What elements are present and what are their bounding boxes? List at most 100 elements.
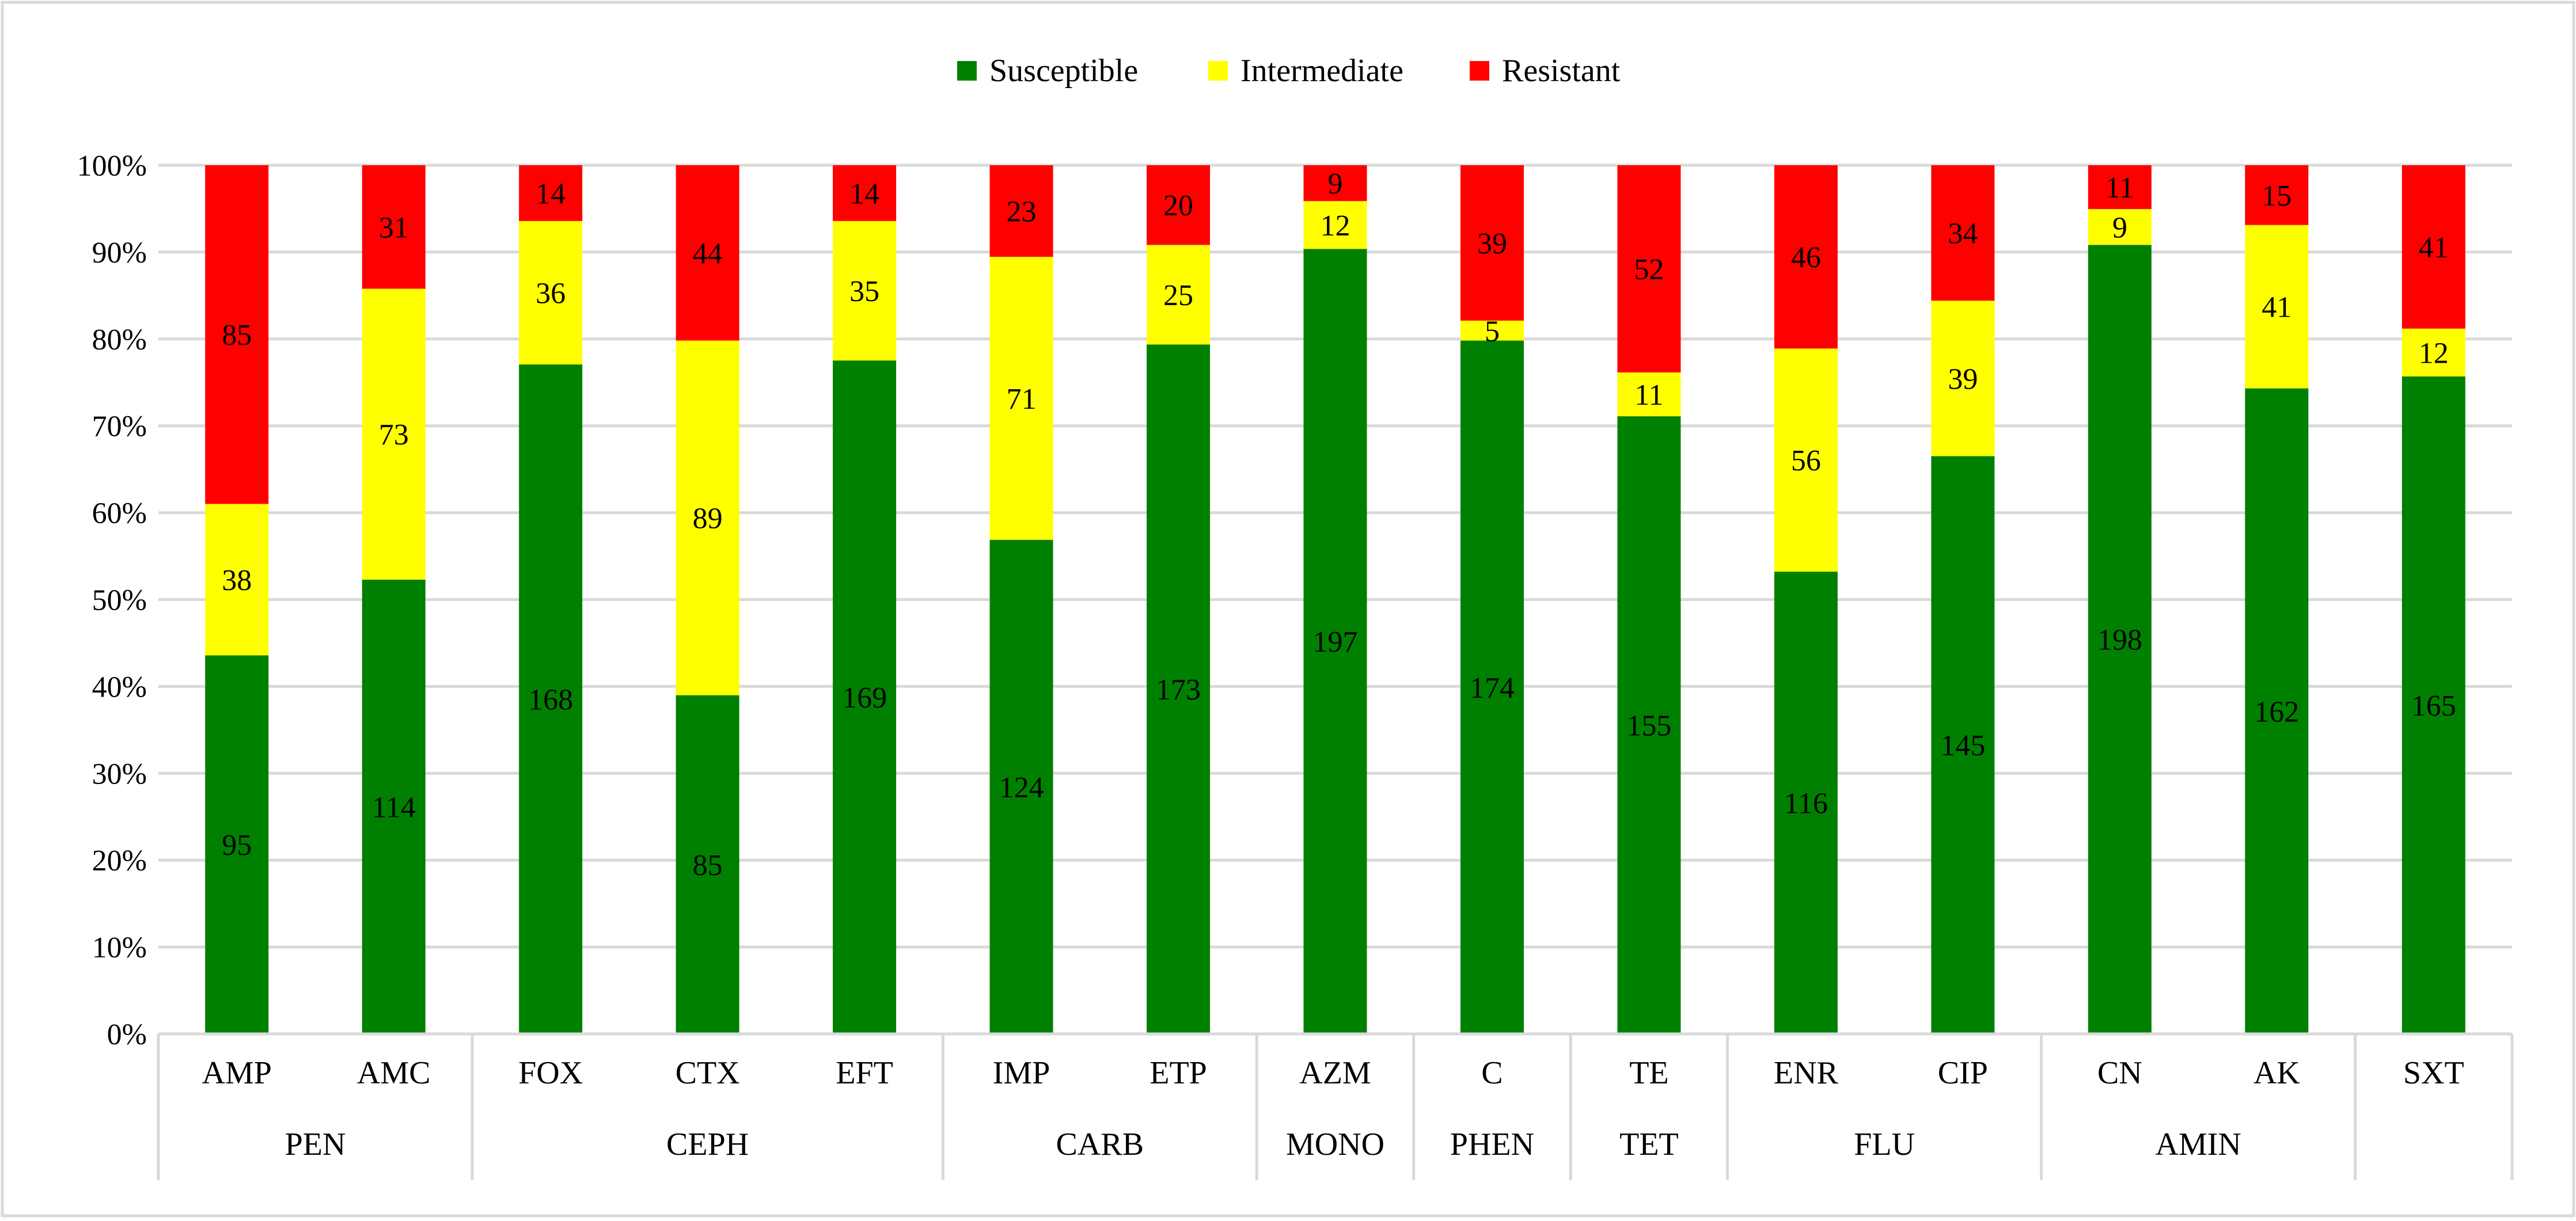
x-group-label: PEN: [285, 1127, 346, 1162]
data-label: 197: [1313, 626, 1358, 659]
data-label: 20: [1163, 189, 1193, 222]
bar-segment-intermediate: [362, 288, 426, 580]
bar-segment-susceptible: [205, 655, 269, 1034]
data-label: 41: [2419, 231, 2449, 264]
bar-segment-resistant: [1460, 165, 1524, 321]
bar-segment-intermediate: [2088, 209, 2152, 245]
data-label: 52: [1634, 253, 1664, 286]
data-label: 31: [379, 211, 409, 244]
bar-segment-susceptible: [1617, 416, 1681, 1034]
data-label: 124: [999, 771, 1044, 804]
y-tick-label: 100%: [77, 150, 147, 182]
bar-segment-intermediate: [1147, 245, 1211, 345]
y-tick-label: 60%: [92, 497, 147, 530]
bar-segment-resistant: [1617, 165, 1681, 372]
bar-segment-intermediate: [2245, 225, 2309, 389]
data-label: 38: [222, 564, 252, 597]
data-label: 14: [536, 177, 566, 210]
bar-segment-resistant: [989, 165, 1053, 257]
data-label: 85: [222, 319, 252, 352]
bar-segment-susceptible: [1303, 249, 1367, 1034]
data-label: 9: [2112, 211, 2127, 244]
data-label: 12: [1321, 210, 1350, 242]
data-label: 36: [536, 277, 566, 310]
data-label: 165: [2411, 690, 2456, 722]
x-category-label: FOX: [518, 1055, 583, 1091]
y-tick-label: 10%: [92, 931, 147, 964]
data-labels: 9538851147331168361485894416935141247123…: [222, 168, 2456, 882]
data-label: 14: [849, 177, 879, 210]
y-tick-label: 30%: [92, 758, 147, 790]
data-label: 46: [1791, 241, 1821, 274]
bar-segment-susceptible: [1774, 572, 1838, 1034]
bar-segment-intermediate: [989, 257, 1053, 540]
bar-segment-intermediate: [1303, 201, 1367, 249]
y-tick-label: 40%: [92, 671, 147, 703]
x-category-label: AMP: [202, 1055, 272, 1091]
x-group-label: CARB: [1056, 1127, 1144, 1162]
bar-segment-susceptible: [833, 360, 897, 1034]
x-category-label: CTX: [676, 1055, 740, 1091]
data-label: 95: [222, 829, 252, 862]
x-category-label: AZM: [1299, 1055, 1371, 1091]
bar-segment-intermediate: [1460, 320, 1524, 341]
x-category-label: EFT: [836, 1055, 893, 1091]
legend-swatch-resistant: [1470, 61, 1489, 81]
data-label: 173: [1156, 674, 1201, 706]
data-label: 23: [1007, 196, 1037, 229]
data-label: 114: [372, 791, 416, 824]
data-label: 5: [1485, 315, 1500, 348]
x-category-label: TE: [1629, 1055, 1668, 1091]
bar-segment-resistant: [2245, 165, 2309, 225]
bar-segment-intermediate: [676, 340, 739, 695]
bar-segment-susceptible: [2088, 245, 2152, 1034]
x-axis: AMP AMC FOX CTX EFT IMP ETP AZM C TE ENR CIP CN AK SXT…: [157, 1032, 2514, 1180]
x-category-label: SXT: [2403, 1055, 2464, 1091]
data-label: 162: [2254, 695, 2299, 728]
data-label: 89: [693, 503, 723, 535]
y-tick-label: 20%: [92, 845, 147, 877]
bar-segment-resistant: [2088, 165, 2152, 210]
bar-segment-resistant: [2402, 165, 2465, 329]
bar-segment-intermediate: [2402, 328, 2465, 376]
bar-segment-susceptible: [676, 695, 739, 1034]
legend-swatch-susceptible: [957, 61, 977, 81]
bar-segment-susceptible: [989, 539, 1053, 1034]
legend-label: Intermediate: [1240, 53, 1403, 89]
x-category-label: CN: [2097, 1055, 2142, 1091]
bar-segment-susceptible: [1460, 340, 1524, 1034]
y-tick-label: 70%: [92, 410, 147, 443]
legend-label: Resistant: [1502, 53, 1621, 89]
x-group-label: FLU: [1854, 1127, 1915, 1162]
data-label: 155: [1626, 710, 1671, 743]
bar-segment-resistant: [1774, 165, 1838, 349]
bar-segment-intermediate: [519, 220, 583, 365]
y-tick-label: 0%: [107, 1018, 147, 1051]
data-label: 73: [379, 419, 409, 451]
x-category-label: IMP: [993, 1055, 1050, 1091]
data-label: 11: [2105, 172, 2134, 204]
y-tick-label: 80%: [92, 324, 147, 356]
bar-segment-susceptible: [1147, 344, 1211, 1034]
data-label: 41: [2262, 291, 2292, 324]
data-label: 39: [1477, 227, 1507, 260]
data-label: 71: [1007, 383, 1037, 416]
x-group-label: AMIN: [2155, 1127, 2241, 1162]
data-label: 116: [1784, 788, 1828, 820]
data-label: 56: [1791, 444, 1821, 477]
data-label: 11: [1634, 379, 1663, 412]
bar-segment-susceptible: [1931, 456, 1995, 1034]
bar-segment-intermediate: [1617, 372, 1681, 417]
y-tick-label: 50%: [92, 584, 147, 617]
x-category-label: ETP: [1149, 1055, 1207, 1091]
bar-segment-resistant: [1303, 165, 1367, 201]
data-label: 25: [1163, 279, 1193, 312]
x-group-label: MONO: [1286, 1127, 1384, 1162]
bar-segment-intermediate: [1774, 348, 1838, 572]
bar-segment-resistant: [1147, 165, 1211, 245]
bar-segment-intermediate: [205, 504, 269, 656]
data-label: 39: [1948, 363, 1978, 395]
bar-segment-resistant: [519, 165, 583, 221]
data-label: 44: [693, 237, 723, 270]
